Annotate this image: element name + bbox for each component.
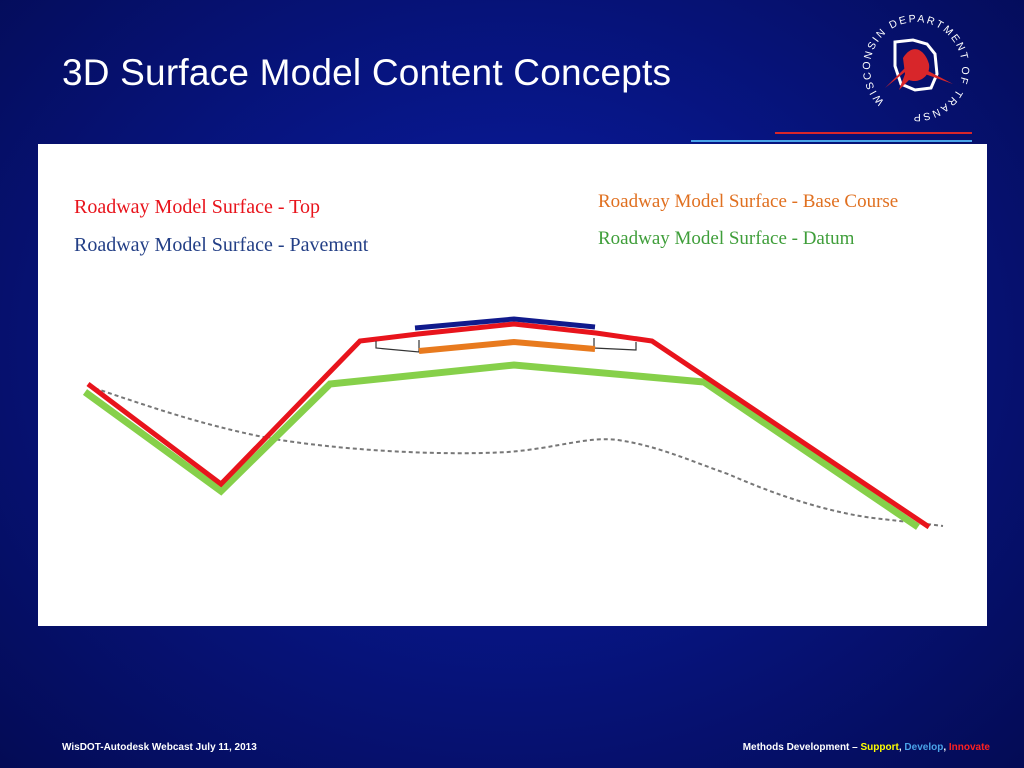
title-rule-blue bbox=[691, 140, 972, 142]
existing-ground-line bbox=[87, 385, 944, 527]
title-rule-red bbox=[775, 132, 972, 134]
cross-section-diagram: Roadway Model Surface - Top Roadway Mode… bbox=[38, 144, 987, 626]
cross-section-graphic bbox=[82, 316, 944, 530]
right-shoulder-detail bbox=[593, 338, 637, 351]
footer-develop: Develop bbox=[904, 742, 944, 753]
slide-title: 3D Surface Model Content Concepts bbox=[62, 52, 672, 93]
wisdot-seal-icon: WISCONSIN DEPARTMENT OF TRANSPORTATION bbox=[850, 5, 969, 123]
legend-datum: Roadway Model Surface - Datum bbox=[598, 228, 855, 249]
top-surface-line bbox=[86, 321, 931, 530]
legend-top: Roadway Model Surface - Top bbox=[74, 196, 320, 218]
footer-sep-1: , bbox=[898, 742, 905, 753]
pavement-surface-line bbox=[414, 316, 596, 331]
legend-pavement: Roadway Model Surface - Pavement bbox=[74, 234, 369, 256]
footer-tagline: Methods Development – Support, Develop, … bbox=[743, 742, 990, 753]
footer-innovate: Innovate bbox=[948, 742, 990, 753]
left-shoulder-detail bbox=[375, 340, 420, 353]
datum-surface-line bbox=[82, 361, 920, 530]
footer-event: WisDOT-Autodesk Webcast July 11, 2013 bbox=[62, 742, 257, 753]
footer-sep-2: , bbox=[943, 742, 949, 753]
footer-prefix: Methods Development – bbox=[742, 742, 861, 753]
wisdot-logo: WISCONSIN DEPARTMENT OF TRANSPORTATION bbox=[850, 5, 977, 124]
footer-support: Support bbox=[860, 742, 899, 753]
legend-base-course: Roadway Model Surface - Base Course bbox=[598, 191, 899, 212]
base-course-surface-line bbox=[418, 338, 596, 354]
